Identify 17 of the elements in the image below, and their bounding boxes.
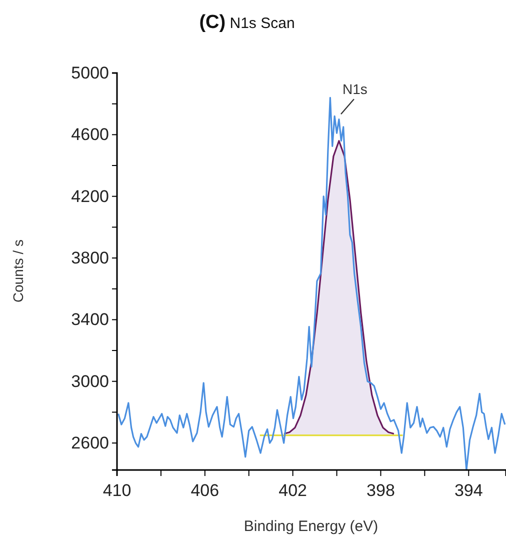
y-tick-label: 3800 — [71, 248, 109, 268]
y-tick-label: 4200 — [71, 186, 109, 206]
chart-title: (C) N1s Scan — [199, 12, 295, 33]
y-tick-label: 3400 — [71, 310, 109, 330]
x-tick-label: 398 — [366, 481, 395, 500]
y-tick-label: 5000 — [71, 63, 109, 82]
x-tick-label: 394 — [454, 481, 483, 500]
y-tick-label: 3000 — [71, 372, 109, 391]
x-tick-label: 406 — [190, 481, 220, 500]
x-tick-label: 410 — [102, 481, 132, 500]
x-axis-title: Binding Energy (eV) — [244, 518, 378, 535]
line-series — [118, 96, 506, 471]
y-tick-label: 2600 — [71, 433, 109, 452]
x-tick-label: 402 — [278, 481, 308, 500]
annotation: N1s — [342, 81, 368, 98]
y-axis-title: Counts / s — [10, 239, 26, 303]
y-tick-label: 4600 — [71, 125, 109, 144]
